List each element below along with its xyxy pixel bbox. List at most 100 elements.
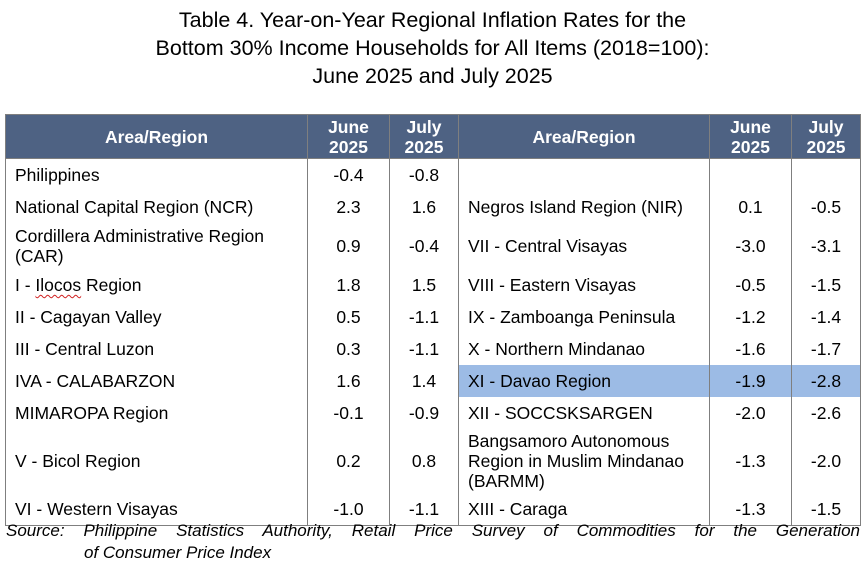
header-july-month: July (406, 116, 442, 137)
july-value-highlighted: -2.8 (791, 365, 861, 397)
region-line: Bangsamoro Autonomous (468, 431, 670, 451)
july-value: -1.5 (791, 269, 861, 301)
header-july-year: 2025 (806, 136, 846, 157)
region-line: Cordillera Administrative Region (15, 226, 264, 246)
july-value: -0.4 (389, 223, 459, 269)
table-row: I - Ilocos Region 1.8 1.5 VIII - Eastern… (5, 269, 861, 301)
region-line: (CAR) (15, 246, 64, 266)
table-row: National Capital Region (NCR) 2.3 1.6 Ne… (5, 191, 861, 223)
july-value: -0.9 (389, 397, 459, 429)
june-value: -1.6 (709, 333, 792, 365)
region-cell: XIII - Caraga (458, 493, 710, 526)
header-july-right: July 2025 (791, 114, 861, 159)
table-row: VI - Western Visayas -1.0 -1.1 XIII - Ca… (5, 493, 861, 526)
july-value: -2.6 (791, 397, 861, 429)
june-value: 1.6 (307, 365, 390, 397)
title-line-1: Table 4. Year-on-Year Regional Inflation… (178, 8, 687, 32)
header-july-left: July 2025 (389, 114, 459, 159)
region-cell: Bangsamoro Autonomous Region in Muslim Mi… (458, 429, 710, 493)
table-title: Table 4. Year-on-Year Regional Inflation… (0, 6, 865, 90)
june-value: -1.3 (709, 429, 792, 493)
region-cell: IX - Zamboanga Peninsula (458, 301, 710, 333)
july-value: 0.8 (389, 429, 459, 493)
july-value: 1.6 (389, 191, 459, 223)
region-cell: National Capital Region (NCR) (5, 191, 308, 223)
june-value: 0.3 (307, 333, 390, 365)
inflation-table: Area/Region June 2025 July 2025 Area/Regio… (5, 114, 861, 526)
june-value: -0.5 (709, 269, 792, 301)
region-spellcheck-word: Ilocos (35, 275, 82, 295)
header-june-year: 2025 (329, 136, 368, 157)
region-cell: I - Ilocos Region (5, 269, 308, 301)
july-value: -1.4 (791, 301, 861, 333)
title-line-3: June 2025 and July 2025 (312, 64, 553, 88)
region-cell: XII - SOCCSKSARGEN (458, 397, 710, 429)
header-area-region-right: Area/Region (458, 114, 710, 159)
region-cell: MIMAROPA Region (5, 397, 308, 429)
header-area-region-left: Area/Region (5, 114, 308, 159)
june-value (709, 158, 792, 191)
june-value: 2.3 (307, 191, 390, 223)
region-prefix: I - (15, 275, 36, 295)
header-july-year: 2025 (404, 136, 444, 157)
region-cell: Philippines (5, 158, 308, 191)
header-july-month: July (808, 116, 844, 137)
july-value: -0.5 (791, 191, 861, 223)
header-june-right: June 2025 (709, 114, 792, 159)
region-cell: V - Bicol Region (5, 429, 308, 493)
region-cell: VII - Central Visayas (458, 223, 710, 269)
june-value: -0.1 (307, 397, 390, 429)
region-cell: II - Cagayan Valley (5, 301, 308, 333)
region-cell: VI - Western Visayas (5, 493, 308, 526)
header-row: Area/Region June 2025 July 2025 Area/Regio… (5, 114, 861, 159)
june-value: -0.4 (307, 158, 390, 191)
june-value: -1.2 (709, 301, 792, 333)
header-june-year: 2025 (731, 136, 770, 157)
july-value: -1.1 (389, 333, 459, 365)
region-cell: III - Central Luzon (5, 333, 308, 365)
table-row: MIMAROPA Region -0.1 -0.9 XII - SOCCSKSA… (5, 397, 861, 429)
table-row: IVA - CALABARZON 1.6 1.4 XI - Davao Regi… (5, 365, 861, 397)
source-line-1: Source: Philippine Statistics Authority,… (6, 521, 860, 540)
source-note: Source: Philippine Statistics Authority,… (6, 520, 860, 564)
june-value: 0.2 (307, 429, 390, 493)
header-june-month: June (730, 116, 771, 137)
july-value: -3.1 (791, 223, 861, 269)
july-value: -1.1 (389, 301, 459, 333)
region-cell: X - Northern Mindanao (458, 333, 710, 365)
july-value: -1.1 (389, 493, 459, 526)
region-line: Region in Muslim Mindanao (468, 451, 684, 471)
july-value: -2.0 (791, 429, 861, 493)
june-value: -1.3 (709, 493, 792, 526)
june-value: 0.9 (307, 223, 390, 269)
june-value: 0.1 (709, 191, 792, 223)
region-suffix: Region (81, 275, 142, 295)
june-value: 1.8 (307, 269, 390, 301)
june-value-highlighted: -1.9 (709, 365, 792, 397)
july-value: -1.7 (791, 333, 861, 365)
title-line-2: Bottom 30% Income Households for All Ite… (155, 36, 710, 60)
june-value: -2.0 (709, 397, 792, 429)
table-row: V - Bicol Region 0.2 0.8 Bangsamoro Auto… (5, 429, 861, 493)
region-line: (BARMM) (468, 471, 545, 491)
july-value: -0.8 (389, 158, 459, 191)
july-value: 1.4 (389, 365, 459, 397)
table-row: II - Cagayan Valley 0.5 -1.1 IX - Zamboa… (5, 301, 861, 333)
region-cell (458, 158, 710, 191)
july-value: -1.5 (791, 493, 861, 526)
region-cell-highlighted: XI - Davao Region (458, 365, 710, 397)
june-value: 0.5 (307, 301, 390, 333)
header-june-left: June 2025 (307, 114, 390, 159)
region-cell: Cordillera Administrative Region (CAR) (5, 223, 308, 269)
table-row: III - Central Luzon 0.3 -1.1 X - Norther… (5, 333, 861, 365)
region-cell: Negros Island Region (NIR) (458, 191, 710, 223)
source-line-2: of Consumer Price Index (84, 543, 272, 562)
table-row: Cordillera Administrative Region (CAR) 0.… (5, 223, 861, 269)
table-row: Philippines -0.4 -0.8 (5, 158, 861, 191)
july-value: 1.5 (389, 269, 459, 301)
region-cell: VIII - Eastern Visayas (458, 269, 710, 301)
june-value: -3.0 (709, 223, 792, 269)
region-cell: IVA - CALABARZON (5, 365, 308, 397)
header-june-month: June (328, 116, 369, 137)
july-value (791, 158, 861, 191)
